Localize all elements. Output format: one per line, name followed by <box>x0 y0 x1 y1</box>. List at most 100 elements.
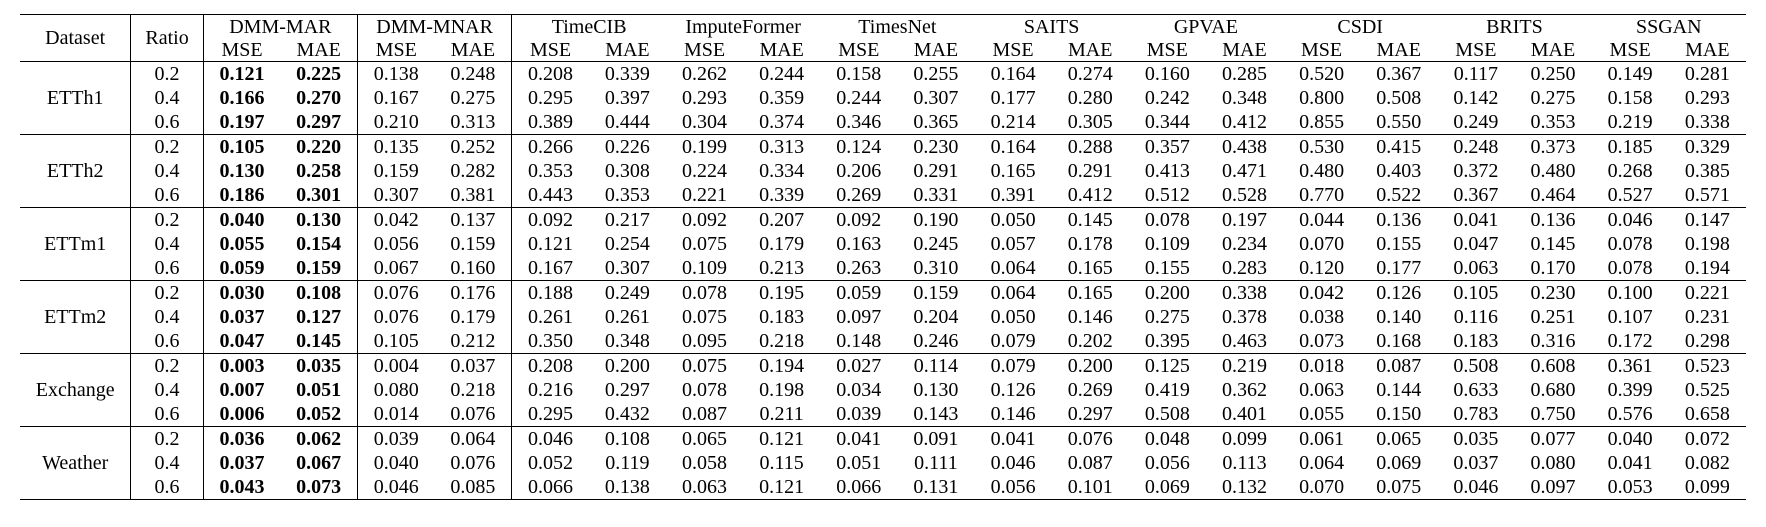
mse-cell: 0.210 <box>373 111 419 133</box>
mse-cell: 0.070 <box>1299 233 1345 255</box>
mae-cell: 0.168 <box>1376 330 1422 352</box>
mse-cell: 0.105 <box>1437 280 1515 305</box>
metric-mae: MAE <box>1222 39 1267 61</box>
mse-cell: 0.395 <box>1144 330 1190 352</box>
mae-cell: 0.234 <box>1221 233 1267 255</box>
ratio-cell: 0.4 <box>130 451 204 475</box>
metric-mse: MSE <box>1609 39 1651 61</box>
header-row-methods: Dataset Ratio DMM-MAR DMM-MNAR TimeCIB I… <box>20 14 1746 62</box>
mse-cell: 0.164 <box>974 134 1052 159</box>
mae-cell: 0.065 <box>1360 426 1438 451</box>
best-value: 0.006 <box>219 403 265 425</box>
ratio-cell: 0.2 <box>130 426 204 451</box>
mae-cell: 0.381 <box>434 183 513 208</box>
mse-cell: 0.041 <box>1437 207 1515 232</box>
mse-cell: 0.800 <box>1299 87 1345 109</box>
mse-cell: 0.059 <box>203 256 280 281</box>
metric-mae: MAE <box>1067 39 1113 61</box>
mse-cell: 0.357 <box>1128 134 1206 159</box>
mae-cell: 0.126 <box>1360 280 1438 305</box>
table-row: ETTh1 0.2 0.121 0.225 0.138 0.248 0.208 0.339 0.… <box>20 61 1746 135</box>
mse-cell: 0.058 <box>682 452 728 474</box>
mse-cell: 0.004 <box>357 353 435 378</box>
mae-cell: 0.145 <box>280 329 358 354</box>
mse-cell: 0.295 <box>528 403 574 425</box>
best-value: 0.037 <box>219 306 265 328</box>
mse-cell: 0.087 <box>682 403 728 425</box>
ratio-cell: 0.2 <box>130 61 204 86</box>
best-value: 0.154 <box>296 233 342 255</box>
mae-cell: 0.331 <box>913 184 959 206</box>
mse-cell: 0.014 <box>373 403 419 425</box>
mae-cell: 0.085 <box>434 475 513 500</box>
ratio-cell: 0.2 <box>130 207 204 232</box>
mse-cell: 0.295 <box>528 87 574 109</box>
mae-cell: 0.338 <box>1684 111 1730 133</box>
table-row: 0.4 0.007 0.051 0.080 0.218 0.216 0.297 0.078 0.… <box>20 378 1746 402</box>
ratio-cell: 0.2 <box>130 280 204 305</box>
ratio-cell: 0.4 <box>130 378 204 402</box>
mae-cell: 0.197 <box>1205 207 1284 232</box>
mse-cell: 0.576 <box>1607 403 1653 425</box>
mse-cell: 0.126 <box>990 379 1036 401</box>
ratio-cell: 0.6 <box>130 183 204 208</box>
mae-cell: 0.159 <box>434 232 513 256</box>
mae-cell: 0.550 <box>1376 111 1422 133</box>
mae-cell: 0.412 <box>1067 184 1113 206</box>
mse-cell: 0.783 <box>1453 403 1499 425</box>
best-value: 0.301 <box>296 184 342 206</box>
mae-cell: 0.144 <box>1376 379 1422 401</box>
best-value: 0.047 <box>219 330 265 352</box>
mse-cell: 0.121 <box>528 233 574 255</box>
mae-cell: 0.269 <box>1067 379 1113 401</box>
mse-cell: 0.064 <box>974 280 1052 305</box>
mse-cell: 0.070 <box>1283 475 1361 500</box>
metric-mse: MSE <box>992 39 1034 61</box>
mae-cell: 0.244 <box>743 61 821 86</box>
mse-cell: 0.206 <box>836 160 882 182</box>
mae-cell: 0.401 <box>1221 403 1267 425</box>
mae-cell: 0.218 <box>759 330 805 352</box>
mse-cell: 0.120 <box>1299 257 1345 279</box>
mse-cell: 0.155 <box>1144 257 1190 279</box>
table-row: ETTm1 0.2 0.040 0.130 0.042 0.137 0.092 0.217 0.… <box>20 207 1746 281</box>
mae-cell: 0.052 <box>280 402 358 427</box>
mae-cell: 0.145 <box>1530 233 1576 255</box>
ratio-cell: 0.4 <box>130 232 204 256</box>
mse-cell: 0.346 <box>836 111 882 133</box>
mae-cell: 0.339 <box>759 184 805 206</box>
mae-cell: 0.037 <box>434 353 513 378</box>
mae-cell: 0.190 <box>897 207 975 232</box>
mae-cell: 0.293 <box>1684 87 1730 109</box>
best-value: 0.127 <box>296 306 342 328</box>
mse-cell: 0.391 <box>990 184 1036 206</box>
mae-cell: 0.075 <box>1360 475 1438 500</box>
metric-mae: MAE <box>434 39 513 62</box>
method-header-dmm-mar: DMM-MAR <box>203 14 358 39</box>
table-row: 0.6 0.197 0.297 0.210 0.313 0.389 0.444 0.304 0.… <box>20 110 1746 135</box>
mse-cell: 0.046 <box>511 426 589 451</box>
ratio-cell: 0.4 <box>130 159 204 183</box>
best-value: 0.003 <box>219 355 265 377</box>
best-value: 0.297 <box>296 111 342 133</box>
mae-cell: 0.136 <box>1360 207 1438 232</box>
mae-cell: 0.283 <box>1221 257 1267 279</box>
mse-cell: 0.046 <box>1437 475 1515 500</box>
mae-cell: 0.221 <box>1668 280 1746 305</box>
mse-cell: 0.109 <box>1144 233 1190 255</box>
mae-cell: 0.097 <box>1514 475 1592 500</box>
mse-cell: 0.158 <box>820 61 898 86</box>
mae-cell: 0.298 <box>1684 330 1730 352</box>
mae-cell: 0.334 <box>759 160 805 182</box>
mae-cell: 0.307 <box>913 87 959 109</box>
mse-cell: 0.100 <box>1591 280 1669 305</box>
mae-cell: 0.091 <box>897 426 975 451</box>
mse-cell: 0.216 <box>528 379 574 401</box>
metric-mse: MSE <box>529 39 572 61</box>
method-header-saits: SAITS <box>974 14 1129 39</box>
mae-cell: 0.194 <box>1684 257 1730 279</box>
mae-cell: 0.212 <box>434 329 513 354</box>
mse-cell: 0.030 <box>203 280 281 305</box>
mse-cell: 0.293 <box>682 87 728 109</box>
method-header-timesnet: TimesNet <box>820 14 975 39</box>
